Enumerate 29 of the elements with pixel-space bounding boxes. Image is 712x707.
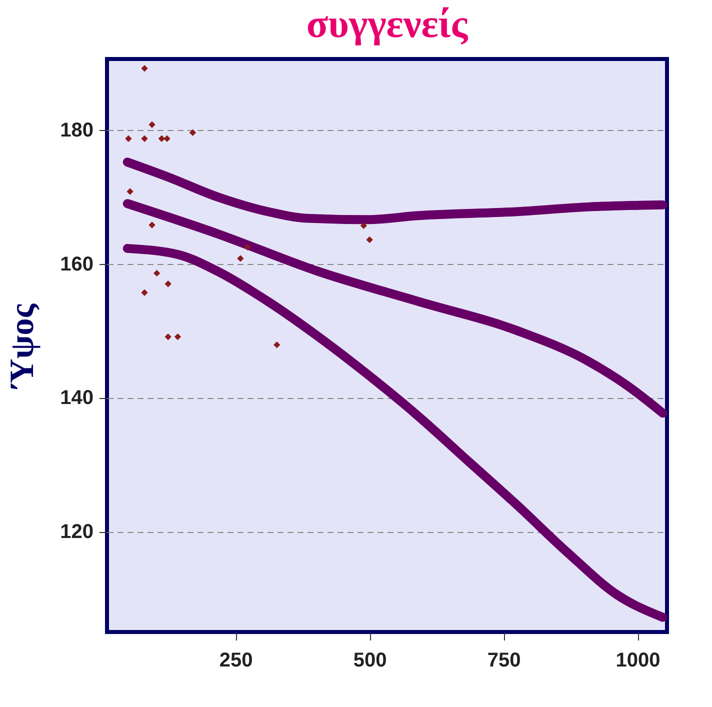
x-tick-label: 500 (353, 650, 387, 672)
point (164, 333, 172, 340)
point (141, 65, 148, 72)
point (174, 333, 182, 340)
y-tick-label: 180 (60, 119, 94, 142)
point (360, 222, 368, 230)
point (126, 188, 134, 195)
point (153, 270, 160, 277)
point (141, 135, 148, 142)
y-axis-title: Ύψος (4, 303, 42, 390)
point (141, 289, 148, 296)
y-tick-label: 120 (60, 521, 94, 544)
point (274, 341, 280, 348)
point (244, 244, 251, 250)
y-tick-label: 140 (60, 387, 94, 410)
x-tick-label: 1000 (616, 650, 660, 672)
point (148, 121, 156, 128)
point (366, 236, 373, 244)
point (125, 135, 132, 142)
point (148, 222, 156, 228)
x-tick-label: 250 (219, 650, 253, 672)
point (158, 135, 166, 142)
x-tick-label: 750 (487, 650, 521, 672)
point (164, 135, 170, 142)
point (164, 280, 172, 288)
y-tick-label: 160 (60, 253, 94, 276)
chart-title: συγγενείς (306, 1, 469, 46)
point (189, 129, 196, 136)
point (237, 255, 244, 262)
